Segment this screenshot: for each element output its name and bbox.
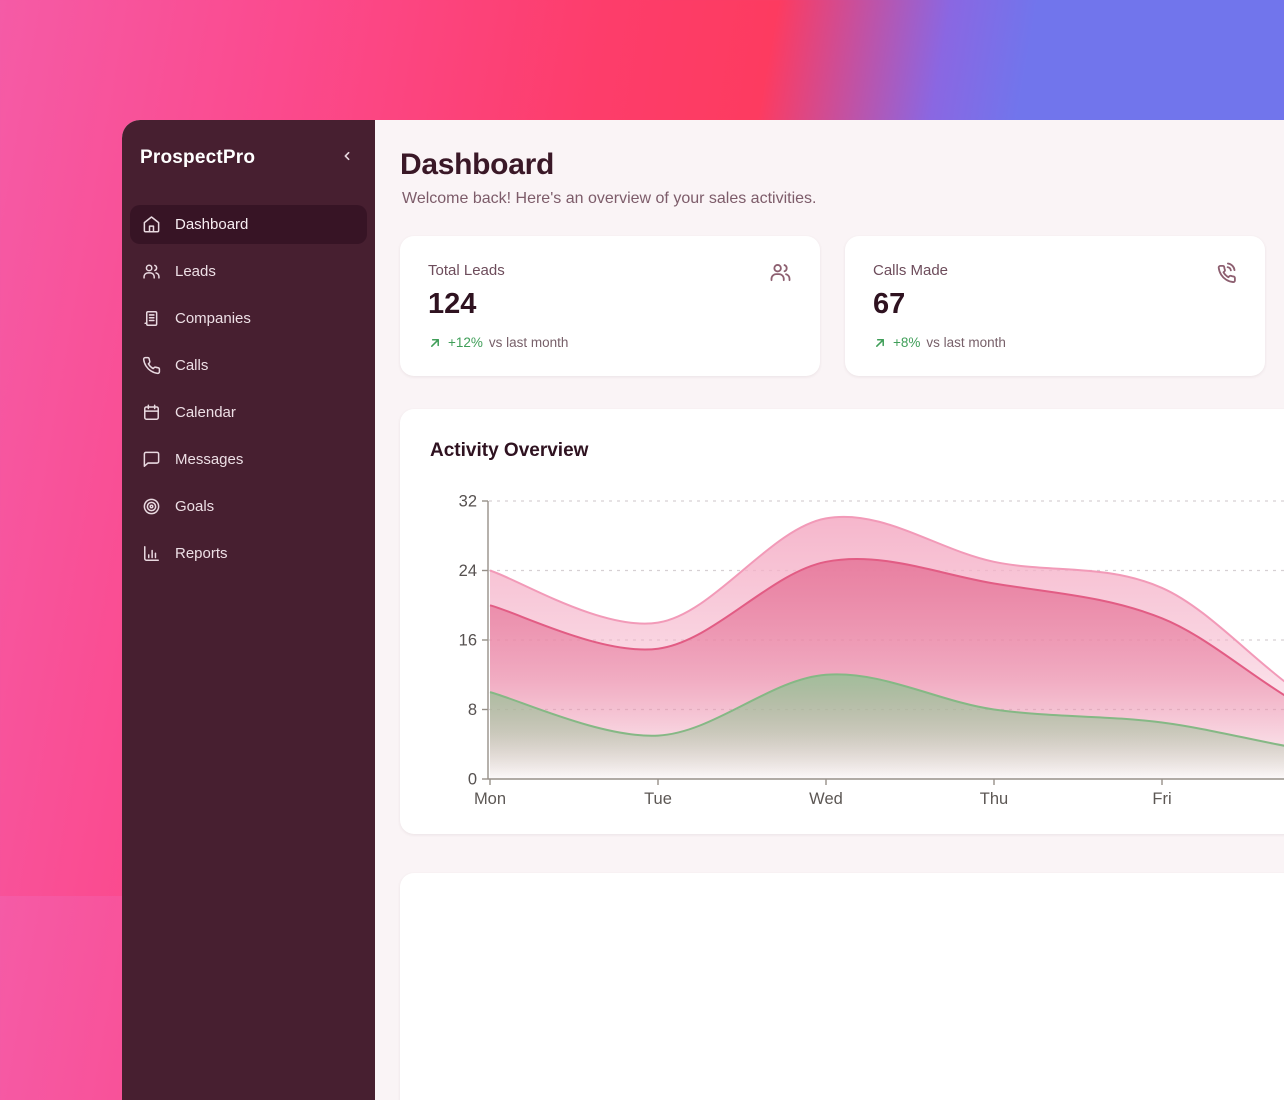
sidebar-item-label: Leads bbox=[175, 263, 216, 280]
target-icon bbox=[142, 497, 161, 516]
sidebar-item-label: Companies bbox=[175, 310, 251, 327]
sidebar-item-dashboard[interactable]: Dashboard bbox=[130, 205, 367, 244]
building-icon bbox=[142, 309, 161, 328]
svg-text:32: 32 bbox=[459, 493, 477, 511]
phone-call-icon bbox=[1214, 261, 1237, 284]
stat-value: 124 bbox=[428, 288, 477, 320]
sidebar-item-reports[interactable]: Reports bbox=[130, 534, 367, 573]
svg-text:Thu: Thu bbox=[980, 790, 1008, 808]
bar-chart-icon bbox=[142, 544, 161, 563]
sidebar-item-goals[interactable]: Goals bbox=[130, 487, 367, 526]
trend-change: +12% bbox=[448, 335, 483, 350]
trend-suffix: vs last month bbox=[926, 335, 1006, 350]
sidebar-header: ProspectPro bbox=[130, 146, 367, 169]
stat-trend: +8% vs last month bbox=[873, 335, 1237, 350]
svg-text:0: 0 bbox=[468, 771, 477, 789]
sidebar-item-label: Messages bbox=[175, 451, 244, 468]
sidebar-collapse-button[interactable] bbox=[337, 146, 357, 169]
sidebar-item-label: Calendar bbox=[175, 404, 236, 421]
bottom-card-partial bbox=[400, 873, 1284, 1100]
sidebar-item-leads[interactable]: Leads bbox=[130, 252, 367, 291]
sidebar: ProspectPro Dashboard Leads bbox=[122, 120, 375, 1100]
brand-logo: ProspectPro bbox=[140, 146, 256, 168]
stat-card-total-leads: Total Leads 124 +12% vs last month bbox=[400, 236, 820, 376]
sidebar-item-label: Calls bbox=[175, 357, 209, 374]
svg-text:16: 16 bbox=[459, 632, 477, 650]
home-icon bbox=[142, 215, 161, 234]
svg-text:8: 8 bbox=[468, 701, 477, 719]
arrow-up-right-icon bbox=[873, 336, 887, 350]
sidebar-item-label: Dashboard bbox=[175, 216, 249, 233]
page-title: Dashboard bbox=[400, 148, 554, 181]
svg-text:Wed: Wed bbox=[809, 790, 843, 808]
sidebar-item-messages[interactable]: Messages bbox=[130, 440, 367, 479]
arrow-up-right-icon bbox=[428, 336, 442, 350]
trend-change: +8% bbox=[893, 335, 921, 350]
svg-text:Tue: Tue bbox=[644, 790, 672, 808]
trend-suffix: vs last month bbox=[488, 335, 569, 350]
users-icon bbox=[142, 262, 161, 281]
sidebar-item-calendar[interactable]: Calendar bbox=[130, 393, 367, 432]
main-content: Dashboard Welcome back! Here's an overvi… bbox=[375, 120, 1284, 1100]
stat-label: Total Leads bbox=[428, 262, 505, 279]
stat-value: 67 bbox=[873, 288, 906, 320]
stat-trend: +12% vs last month bbox=[428, 335, 792, 350]
sidebar-item-label: Reports bbox=[175, 545, 228, 562]
sidebar-item-label: Goals bbox=[175, 498, 215, 515]
calendar-icon bbox=[142, 403, 161, 422]
stats-row: Total Leads 124 +12% vs last month Calls… bbox=[400, 236, 1284, 376]
svg-text:Fri: Fri bbox=[1152, 790, 1171, 808]
stat-label: Calls Made bbox=[873, 262, 949, 279]
chevron-left-icon bbox=[339, 148, 355, 167]
activity-chart-svg: 08162432MonTueWedThuFriSatSun bbox=[459, 493, 1284, 808]
page-subtitle: Welcome back! Here's an overview of your… bbox=[402, 190, 817, 207]
app-window: ProspectPro Dashboard Leads bbox=[122, 120, 1284, 1100]
message-square-icon bbox=[142, 450, 161, 469]
svg-text:24: 24 bbox=[459, 562, 477, 580]
phone-icon bbox=[142, 356, 161, 375]
sidebar-nav: Dashboard Leads Companies Calls bbox=[130, 205, 367, 573]
users-icon bbox=[769, 261, 792, 284]
activity-overview-card: Activity Overview 0 8 16 24 32 Mon Tue Wed Thu Fr… bbox=[400, 409, 1284, 834]
svg-text:Mon: Mon bbox=[474, 790, 506, 808]
chart-title: Activity Overview bbox=[430, 440, 589, 461]
stat-card-calls-made: Calls Made 67 +8% vs last month bbox=[845, 236, 1265, 376]
sidebar-item-calls[interactable]: Calls bbox=[130, 346, 367, 385]
sidebar-item-companies[interactable]: Companies bbox=[130, 299, 367, 338]
